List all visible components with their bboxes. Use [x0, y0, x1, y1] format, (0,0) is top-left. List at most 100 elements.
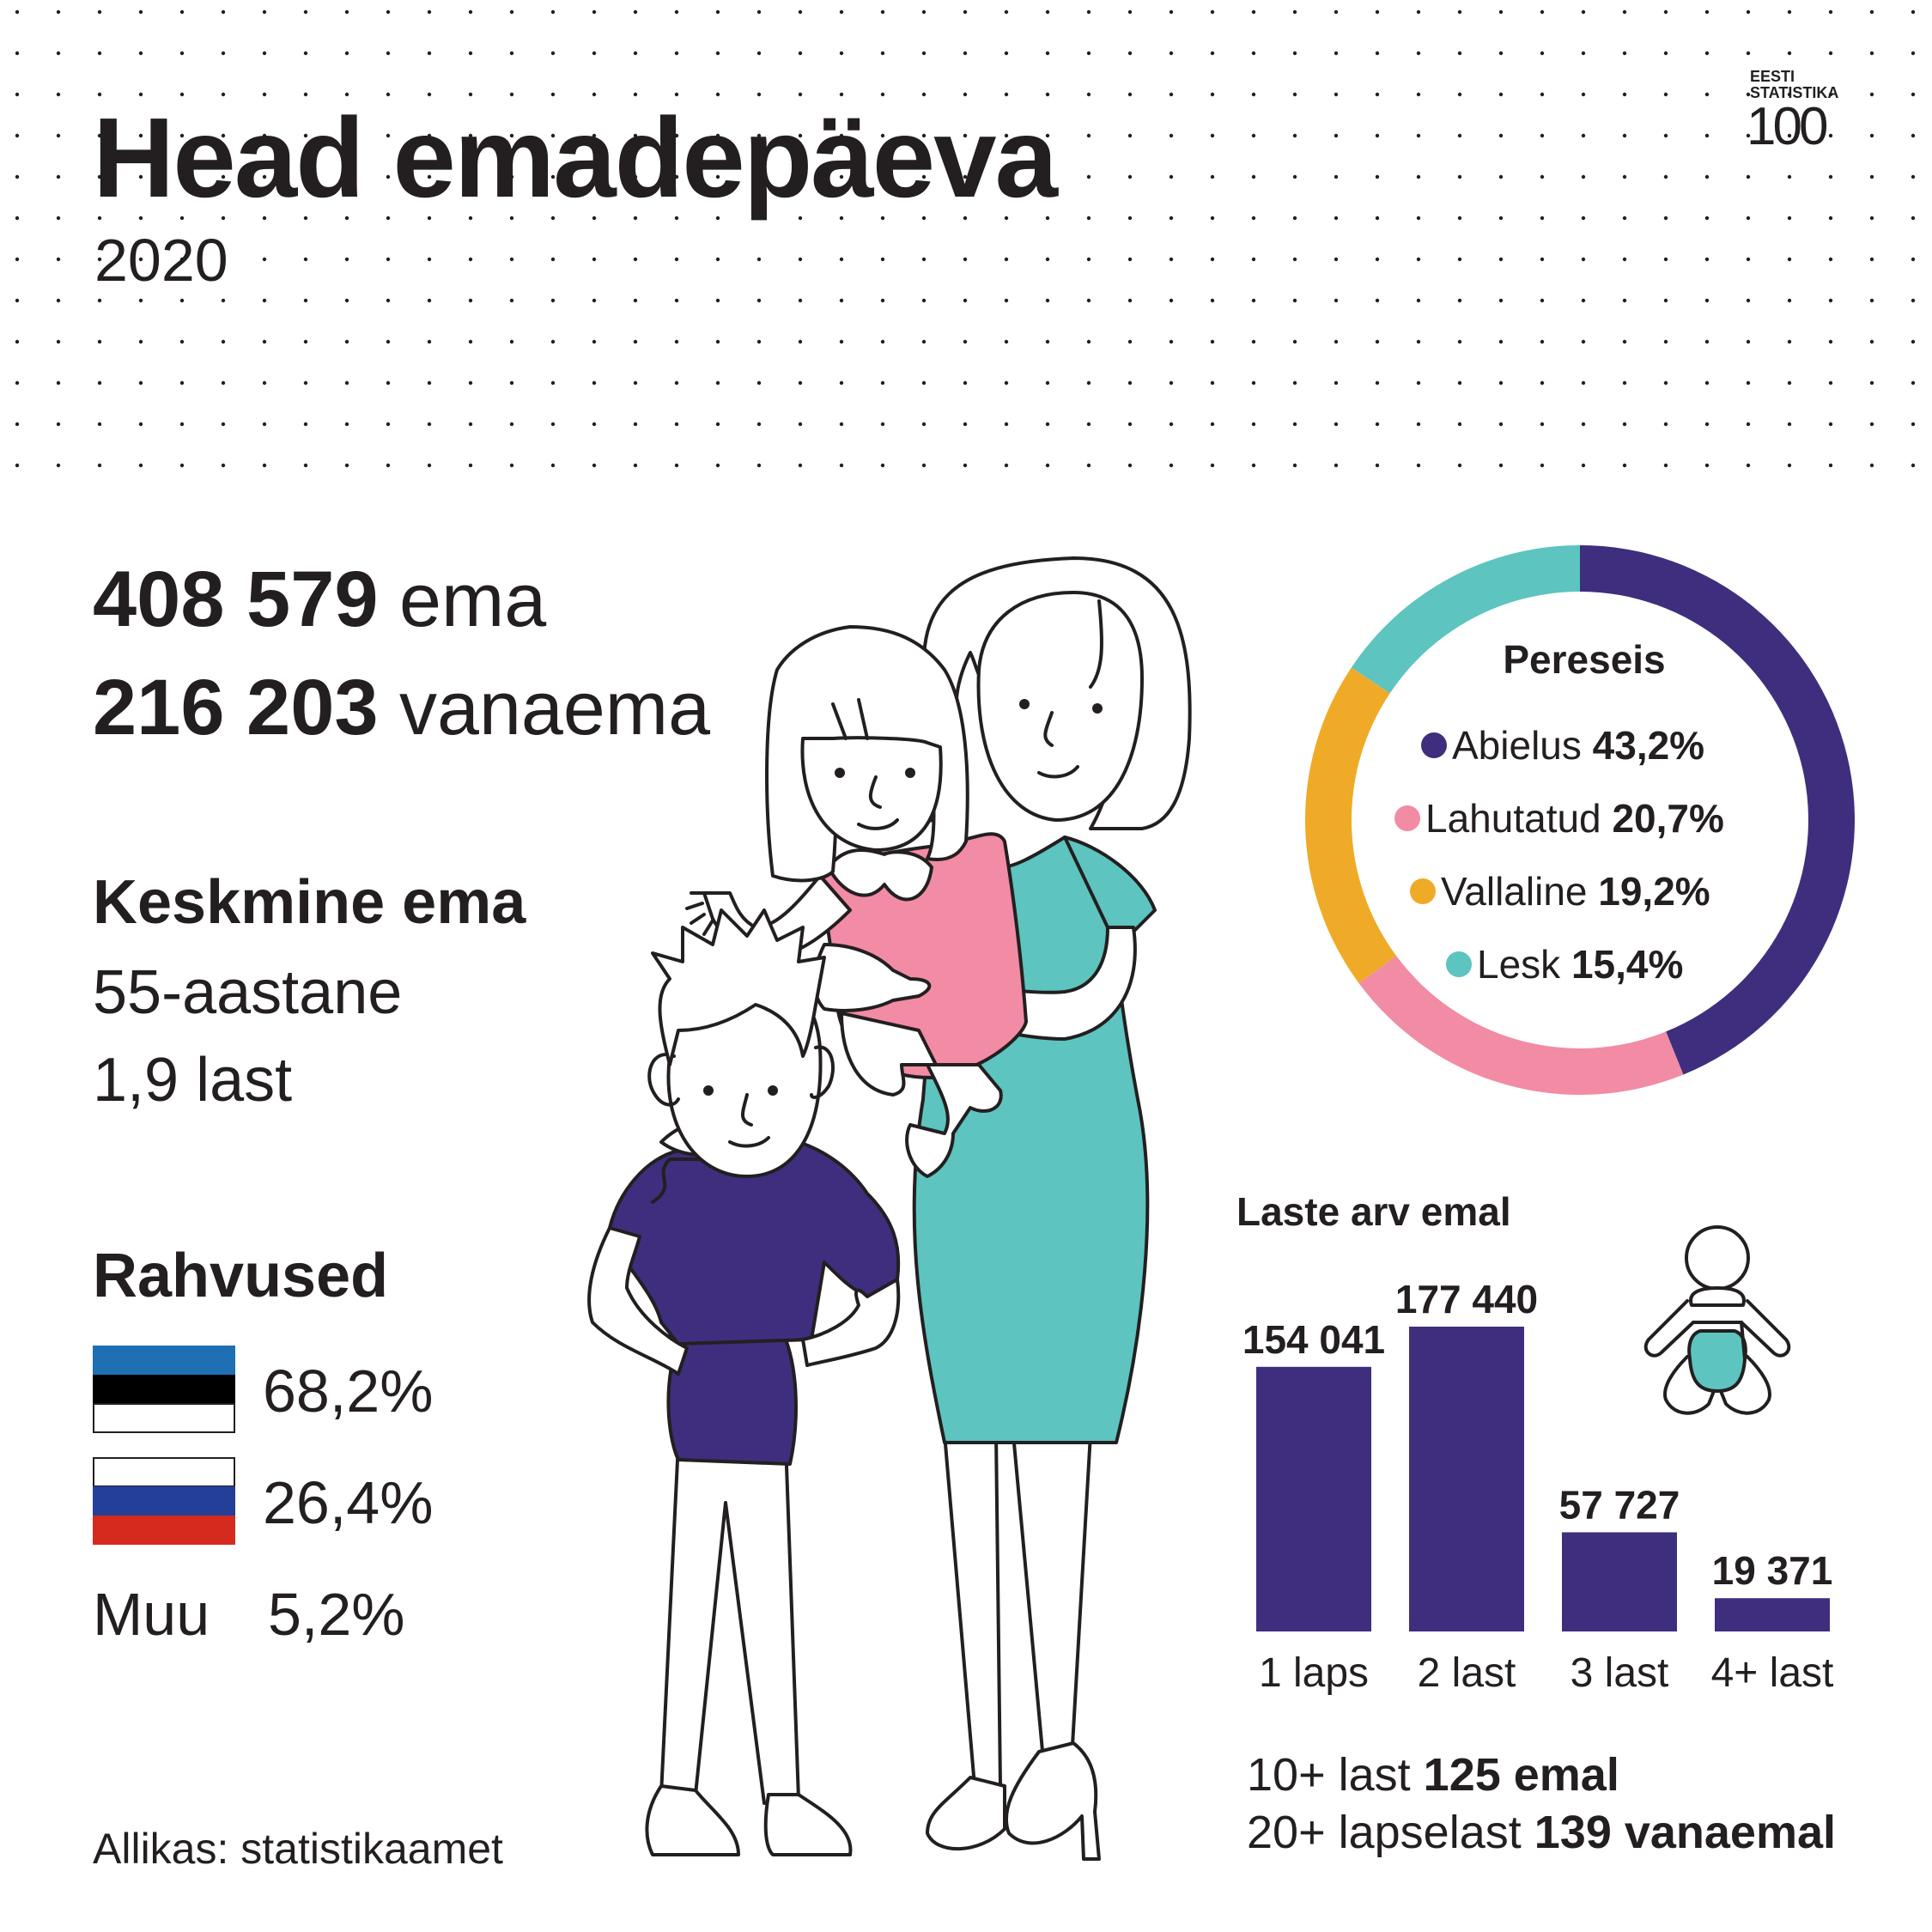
- background-dot: [386, 463, 391, 468]
- background-dot: [1828, 51, 1833, 56]
- legend-value: 43,2%: [1592, 723, 1705, 768]
- background-dot: [1169, 298, 1174, 303]
- background-dot: [427, 463, 432, 468]
- background-dot: [138, 380, 143, 386]
- background-dot: [592, 51, 597, 56]
- background-dot: [97, 92, 102, 97]
- estonian-share: 68,2%: [263, 1358, 434, 1425]
- background-dot: [798, 133, 803, 138]
- mothers-count: 408 579: [93, 556, 379, 643]
- donut-slice-abielus: [1580, 545, 1855, 1075]
- background-dot: [56, 92, 61, 97]
- background-dot: [509, 380, 514, 386]
- background-dot: [798, 9, 803, 15]
- background-dot: [839, 339, 844, 344]
- background-dot: [963, 51, 968, 56]
- background-dot: [97, 339, 102, 344]
- background-dot: [1540, 422, 1545, 427]
- background-dot: [262, 339, 267, 344]
- background-dot: [674, 257, 679, 262]
- background-dot: [1498, 257, 1504, 262]
- background-dot: [963, 133, 968, 138]
- grandmothers-20-plus-line: 20+ lapselast 139 vanaemal: [1247, 1809, 1836, 1856]
- background-dot: [1498, 463, 1504, 468]
- background-dot: [1581, 92, 1586, 97]
- background-dot: [1334, 92, 1339, 97]
- background-dot: [798, 257, 803, 262]
- bar-category-label: 1 laps: [1259, 1650, 1369, 1696]
- background-dot: [468, 92, 473, 97]
- background-dot: [550, 298, 556, 303]
- background-dot: [1911, 257, 1916, 262]
- background-dot: [1045, 174, 1050, 179]
- background-dot: [1704, 339, 1710, 344]
- background-dot: [550, 422, 556, 427]
- background-dot: [1292, 174, 1297, 179]
- background-dot: [1127, 92, 1133, 97]
- background-dot: [15, 339, 20, 344]
- background-dot: [1911, 174, 1916, 179]
- background-dot: [1004, 422, 1009, 427]
- background-dot: [1457, 339, 1462, 344]
- legend-value: 20,7%: [1612, 796, 1724, 841]
- background-dot: [1086, 174, 1091, 179]
- background-dot: [1622, 133, 1627, 138]
- background-dot: [1581, 9, 1586, 15]
- background-dot: [1251, 92, 1256, 97]
- legend-label: Vallaline: [1441, 869, 1588, 914]
- background-dot: [1416, 463, 1421, 468]
- background-dot: [303, 380, 308, 386]
- legend-label: Lesk: [1477, 942, 1561, 987]
- legend-value: 15,4%: [1571, 942, 1684, 987]
- background-dot: [15, 216, 20, 221]
- background-dot: [921, 9, 927, 15]
- background-dot: [1086, 216, 1091, 221]
- background-dot: [1498, 174, 1504, 179]
- background-dot: [303, 9, 308, 15]
- background-dot: [1251, 51, 1256, 56]
- background-dot: [1127, 257, 1133, 262]
- background-dot: [1911, 133, 1916, 138]
- background-dot: [1746, 9, 1751, 15]
- background-dot: [1911, 92, 1916, 97]
- background-dot: [509, 92, 514, 97]
- background-dot: [97, 463, 102, 468]
- background-dot: [1127, 9, 1133, 15]
- background-dot: [963, 339, 968, 344]
- background-dot: [633, 9, 638, 15]
- legend-dot: [1421, 732, 1447, 758]
- background-dot: [1210, 422, 1215, 427]
- background-dot: [1375, 339, 1380, 344]
- background-dot: [1251, 257, 1256, 262]
- background-dot: [1746, 298, 1751, 303]
- background-dot: [303, 298, 308, 303]
- background-dot: [1498, 9, 1504, 15]
- background-dot: [550, 9, 556, 15]
- background-dot: [1663, 257, 1668, 262]
- bar-chart-title: Laste arv emal: [1236, 1189, 1511, 1234]
- background-dot: [1210, 380, 1215, 386]
- background-dot: [344, 92, 349, 97]
- bar-value-label: 154 041: [1242, 1317, 1385, 1362]
- background-dot: [880, 216, 885, 221]
- background-dot: [138, 92, 143, 97]
- background-dot: [1746, 174, 1751, 179]
- background-dot: [921, 463, 927, 468]
- background-dot: [1663, 92, 1668, 97]
- background-dot: [221, 92, 226, 97]
- background-dot: [880, 380, 885, 386]
- background-dot: [715, 216, 720, 221]
- background-dot: [138, 463, 143, 468]
- background-dot: [880, 298, 885, 303]
- background-dot: [1292, 9, 1297, 15]
- background-dot: [179, 216, 185, 221]
- background-dot: [1869, 463, 1874, 468]
- background-dot: [756, 92, 762, 97]
- background-dot: [1334, 51, 1339, 56]
- background-dot: [509, 133, 514, 138]
- background-dot: [1457, 463, 1462, 468]
- mothers-10-plus-prefix: 10+ last: [1247, 1749, 1411, 1801]
- background-dot: [15, 380, 20, 386]
- background-dot: [15, 257, 20, 262]
- background-dot: [386, 9, 391, 15]
